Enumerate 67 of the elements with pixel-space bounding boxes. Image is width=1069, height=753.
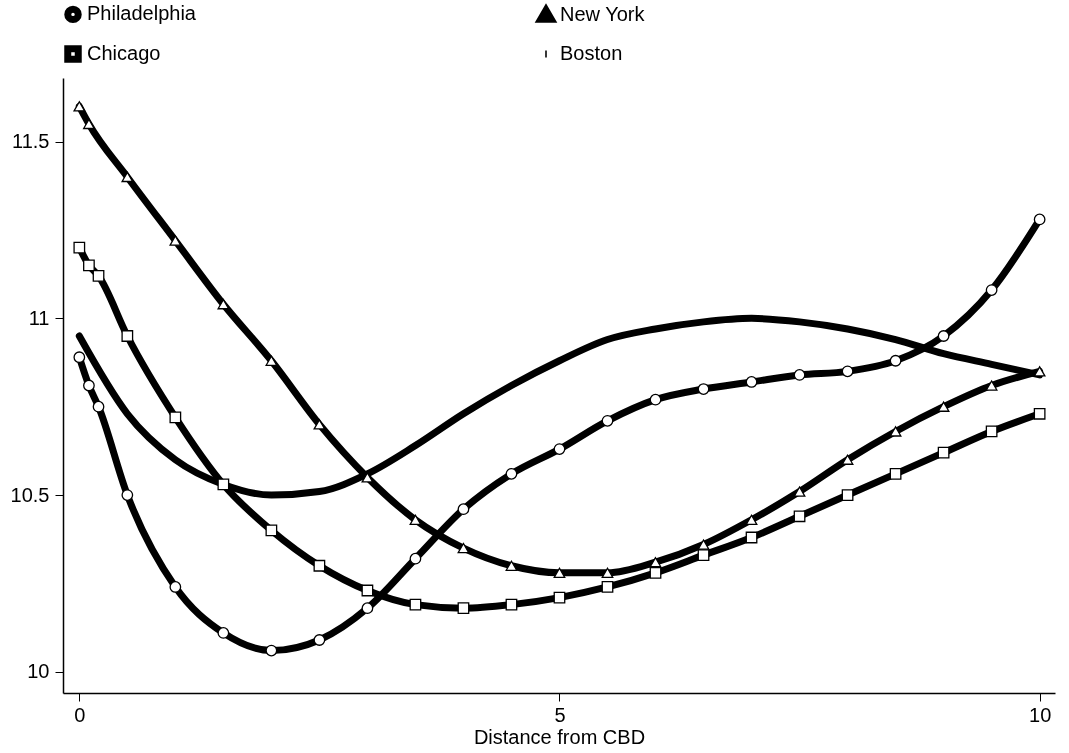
point [841, 454, 854, 465]
point [169, 411, 182, 424]
point [121, 330, 134, 342]
point [745, 376, 758, 388]
point [649, 393, 662, 406]
point [793, 369, 806, 381]
point [601, 567, 614, 579]
point [649, 557, 662, 568]
point [553, 443, 566, 455]
point [73, 241, 86, 254]
point [985, 284, 998, 296]
point [83, 259, 95, 272]
point [841, 365, 854, 378]
x-axis-title: Distance from CBD [473, 725, 646, 748]
point [457, 503, 470, 516]
point [457, 602, 470, 615]
point [697, 549, 710, 562]
legend-label: Boston [560, 42, 623, 64]
y-tick-label: 11.5 [12, 130, 50, 153]
point [92, 400, 105, 413]
point [1033, 213, 1046, 226]
x-tick-label: 5 [554, 703, 566, 726]
y-tick-label: 11 [28, 306, 50, 329]
point [697, 383, 710, 395]
point [73, 101, 86, 112]
point [937, 446, 950, 459]
point [169, 581, 182, 593]
point [92, 270, 105, 282]
point [937, 401, 950, 412]
point [409, 514, 422, 525]
legend-label: Philadelphia [87, 2, 197, 25]
point [601, 581, 614, 593]
legend-label: New York [560, 2, 646, 25]
point [217, 627, 230, 639]
point [361, 602, 374, 615]
y-tick-label: 10.5 [10, 483, 50, 506]
point [73, 351, 86, 364]
point [313, 559, 326, 572]
point [265, 355, 278, 366]
point [1033, 407, 1046, 420]
point [409, 598, 422, 611]
point [265, 524, 278, 537]
point [937, 330, 950, 342]
legend-label: Chicago [87, 42, 161, 64]
point [217, 478, 230, 491]
point [409, 552, 422, 565]
point [745, 514, 758, 525]
point [841, 489, 854, 501]
point [505, 560, 518, 571]
y-tick-label: 10 [27, 660, 50, 683]
x-tick-label: 10 [1029, 703, 1052, 726]
point [985, 425, 998, 438]
point [649, 566, 662, 579]
point [553, 567, 566, 579]
point [601, 414, 614, 427]
x-tick-label: 0 [74, 703, 86, 726]
point [121, 489, 134, 501]
point [889, 354, 902, 367]
point [505, 467, 518, 480]
point [793, 510, 806, 523]
point [169, 235, 182, 246]
point [889, 467, 902, 480]
point [121, 171, 134, 183]
point [313, 634, 326, 646]
point [505, 598, 518, 611]
point [265, 644, 278, 657]
point [83, 379, 95, 392]
